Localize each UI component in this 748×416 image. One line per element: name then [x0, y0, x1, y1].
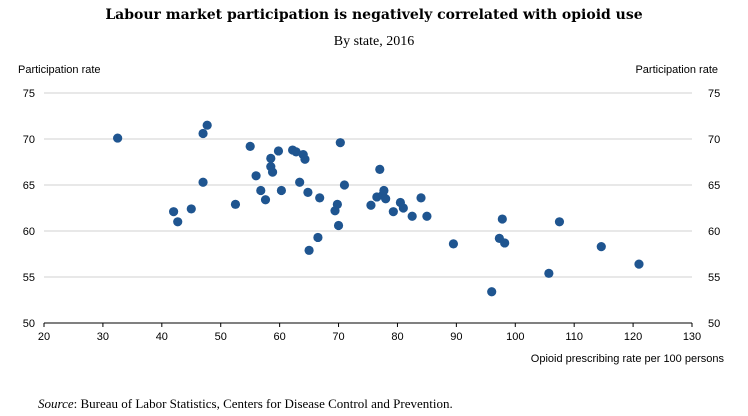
scatter-point — [113, 133, 123, 143]
scatter-point — [230, 199, 241, 209]
chart-title: Labour market participation is negativel… — [105, 7, 643, 23]
scatter-point — [186, 204, 196, 214]
scatter-point — [169, 207, 179, 217]
scatter-point — [303, 187, 313, 197]
scatter-point — [173, 217, 183, 227]
x-tick-label: 80 — [391, 331, 403, 343]
scatter-point — [554, 217, 565, 227]
scatter-point — [448, 239, 459, 249]
scatter-point — [202, 120, 212, 130]
scatter-point — [398, 203, 408, 213]
scatter-point — [544, 268, 554, 278]
scatter-point — [333, 220, 344, 231]
y-tick-label-right: 70 — [708, 134, 720, 146]
y-axis-label-left: Participation rate — [18, 64, 101, 76]
y-tick-label-right: 50 — [708, 318, 720, 330]
y-tick-label-right: 65 — [708, 180, 720, 192]
x-tick-label: 110 — [565, 331, 583, 343]
x-tick-label: 50 — [215, 331, 227, 343]
source-note: Source: Bureau of Labor Statistics, Cent… — [38, 396, 453, 412]
x-axis-label: Opioid prescribing rate per 100 persons — [530, 353, 724, 365]
y-tick-label-right: 60 — [708, 226, 720, 238]
scatter-point — [596, 242, 606, 252]
scatter-point — [315, 193, 325, 203]
scatter-point — [256, 185, 266, 196]
scatter-point — [335, 138, 345, 148]
y-tick-label-left: 60 — [23, 226, 35, 238]
x-tick-label: 90 — [450, 331, 462, 343]
scatter-point — [276, 185, 287, 196]
scatter-point — [634, 259, 644, 269]
x-tick-label: 30 — [97, 331, 109, 343]
x-tick-label: 100 — [506, 331, 524, 343]
y-tick-label-left: 65 — [23, 180, 35, 192]
scatter-point — [332, 199, 342, 209]
scatter-point — [313, 232, 323, 243]
source-label: Source — [38, 396, 74, 411]
x-tick-label: 60 — [274, 331, 286, 343]
y-tick-label-left: 75 — [23, 88, 35, 100]
scatter-point — [500, 238, 510, 248]
scatter-point — [379, 185, 389, 196]
scatter-point — [273, 146, 284, 156]
scatter-point — [388, 207, 398, 217]
x-tick-label: 20 — [38, 331, 50, 343]
scatter-point — [339, 180, 350, 190]
y-tick-label-left: 50 — [23, 318, 35, 330]
y-tick-label-right: 55 — [708, 272, 720, 284]
scatter-point — [300, 154, 310, 164]
x-tick-label: 70 — [332, 331, 344, 343]
scatter-point — [198, 177, 208, 187]
scatter-point — [381, 194, 391, 204]
scatter-point — [407, 211, 417, 221]
y-axis-label-right: Participation rate — [635, 64, 718, 76]
scatter-point — [422, 211, 432, 221]
scatter-point — [487, 287, 497, 297]
scatter-point — [375, 164, 385, 174]
source-text: : Bureau of Labor Statistics, Centers fo… — [73, 396, 453, 411]
scatter-point — [266, 153, 276, 163]
scatter-point — [304, 245, 314, 255]
scatter-point — [416, 193, 426, 203]
scatter-point — [198, 128, 208, 139]
y-tick-label-left: 55 — [23, 272, 35, 284]
chart-subtitle: By state, 2016 — [333, 34, 415, 49]
scatter-point — [245, 141, 255, 151]
y-tick-label-right: 75 — [708, 88, 720, 100]
scatter-point — [260, 195, 271, 205]
scatter-point — [295, 177, 305, 187]
scatter-point — [497, 214, 507, 224]
scatter-point — [251, 171, 261, 181]
x-tick-label: 130 — [683, 331, 701, 343]
scatter-point — [366, 200, 376, 210]
y-tick-label-left: 70 — [23, 134, 35, 146]
x-tick-label: 40 — [156, 331, 168, 343]
scatter-point — [291, 147, 301, 157]
x-tick-label: 120 — [624, 331, 642, 343]
scatter-point — [267, 167, 278, 177]
